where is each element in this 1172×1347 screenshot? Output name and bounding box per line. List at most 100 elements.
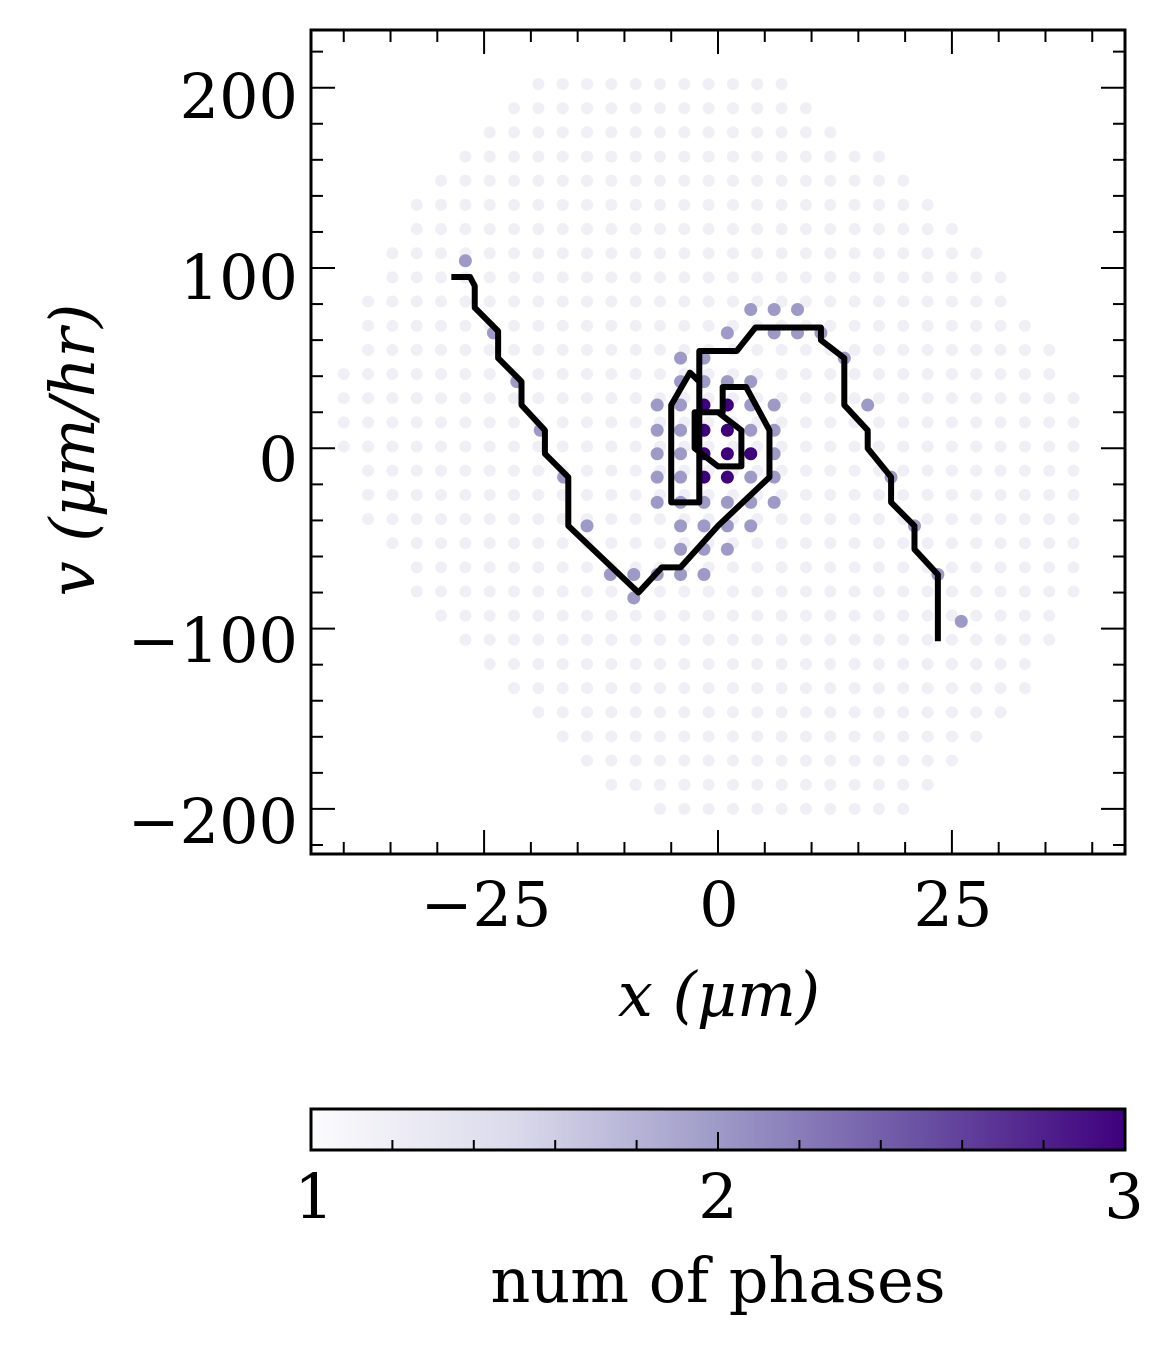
grid-point	[605, 126, 618, 139]
grid-point	[581, 561, 594, 574]
grid-point	[532, 343, 545, 356]
grid-point	[848, 561, 861, 574]
grid-point	[751, 343, 764, 356]
grid-point	[1018, 368, 1031, 381]
grid-point	[581, 609, 594, 622]
phase-point	[767, 398, 781, 412]
grid-point	[410, 271, 423, 284]
grid-point	[994, 706, 1007, 719]
grid-point	[435, 368, 448, 381]
grid-point	[629, 633, 642, 646]
grid-point	[483, 150, 496, 163]
grid-point	[1043, 609, 1056, 622]
grid-point	[751, 102, 764, 115]
grid-point	[629, 126, 642, 139]
grid-point	[556, 440, 569, 453]
grid-point	[483, 392, 496, 405]
y-tick-label: 0	[259, 423, 298, 496]
grid-point	[824, 585, 837, 598]
grid-point	[775, 343, 788, 356]
grid-point	[581, 585, 594, 598]
grid-point	[872, 247, 885, 260]
grid-point	[532, 464, 545, 477]
grid-point	[605, 706, 618, 719]
phase-point	[720, 495, 734, 509]
grid-point	[702, 295, 715, 308]
grid-point	[629, 198, 642, 211]
grid-point	[605, 198, 618, 211]
grid-point	[824, 392, 837, 405]
grid-point	[994, 392, 1007, 405]
grid-point	[945, 633, 958, 646]
grid-point	[1043, 416, 1056, 429]
grid-point	[702, 126, 715, 139]
grid-point	[581, 174, 594, 187]
grid-point	[581, 102, 594, 115]
grid-point	[751, 802, 764, 815]
grid-point	[435, 198, 448, 211]
grid-point	[532, 247, 545, 260]
grid-point	[629, 730, 642, 743]
grid-point	[581, 198, 594, 211]
grid-point	[653, 657, 666, 670]
grid-point	[848, 488, 861, 501]
grid-point	[581, 730, 594, 743]
grid-point	[1043, 633, 1056, 646]
grid-point	[1043, 440, 1056, 453]
grid-point	[1018, 416, 1031, 429]
grid-point	[848, 464, 861, 477]
grid-point	[921, 537, 934, 550]
grid-point	[824, 464, 837, 477]
grid-point	[629, 319, 642, 332]
grid-point	[945, 730, 958, 743]
grid-point	[605, 295, 618, 308]
grid-point	[435, 561, 448, 574]
grid-point	[799, 537, 812, 550]
grid-point	[459, 633, 472, 646]
grid-point	[435, 319, 448, 332]
grid-point	[1043, 368, 1056, 381]
grid-point	[799, 730, 812, 743]
grid-point	[751, 223, 764, 236]
grid-point	[653, 682, 666, 695]
grid-point	[532, 561, 545, 574]
grid-point	[459, 295, 472, 308]
grid-point	[751, 247, 764, 260]
grid-point	[702, 609, 715, 622]
grid-point	[362, 295, 375, 308]
grid-point	[508, 537, 521, 550]
grid-point	[362, 319, 375, 332]
grid-point	[556, 102, 569, 115]
colorbar-tick-label: 1	[294, 1160, 333, 1233]
phase-point	[720, 423, 734, 437]
grid-point	[337, 368, 350, 381]
grid-point	[337, 392, 350, 405]
grid-point	[921, 706, 934, 719]
grid-point	[945, 657, 958, 670]
grid-point	[970, 271, 983, 284]
grid-point	[775, 512, 788, 525]
grid-point	[1043, 585, 1056, 598]
grid-point	[362, 343, 375, 356]
grid-point	[848, 198, 861, 211]
grid-point	[386, 440, 399, 453]
grid-point	[556, 198, 569, 211]
grid-point	[848, 706, 861, 719]
grid-point	[532, 271, 545, 284]
grid-point	[970, 488, 983, 501]
grid-point	[751, 174, 764, 187]
grid-point	[945, 754, 958, 767]
grid-point	[678, 657, 691, 670]
grid-point	[702, 247, 715, 260]
grid-point	[556, 609, 569, 622]
grid-point	[556, 730, 569, 743]
grid-point	[872, 319, 885, 332]
grid-point	[897, 778, 910, 791]
grid-point	[678, 754, 691, 767]
grid-point	[653, 778, 666, 791]
grid-point	[994, 319, 1007, 332]
grid-point	[775, 174, 788, 187]
grid-point	[678, 802, 691, 815]
grid-point	[1043, 537, 1056, 550]
grid-point	[726, 198, 739, 211]
